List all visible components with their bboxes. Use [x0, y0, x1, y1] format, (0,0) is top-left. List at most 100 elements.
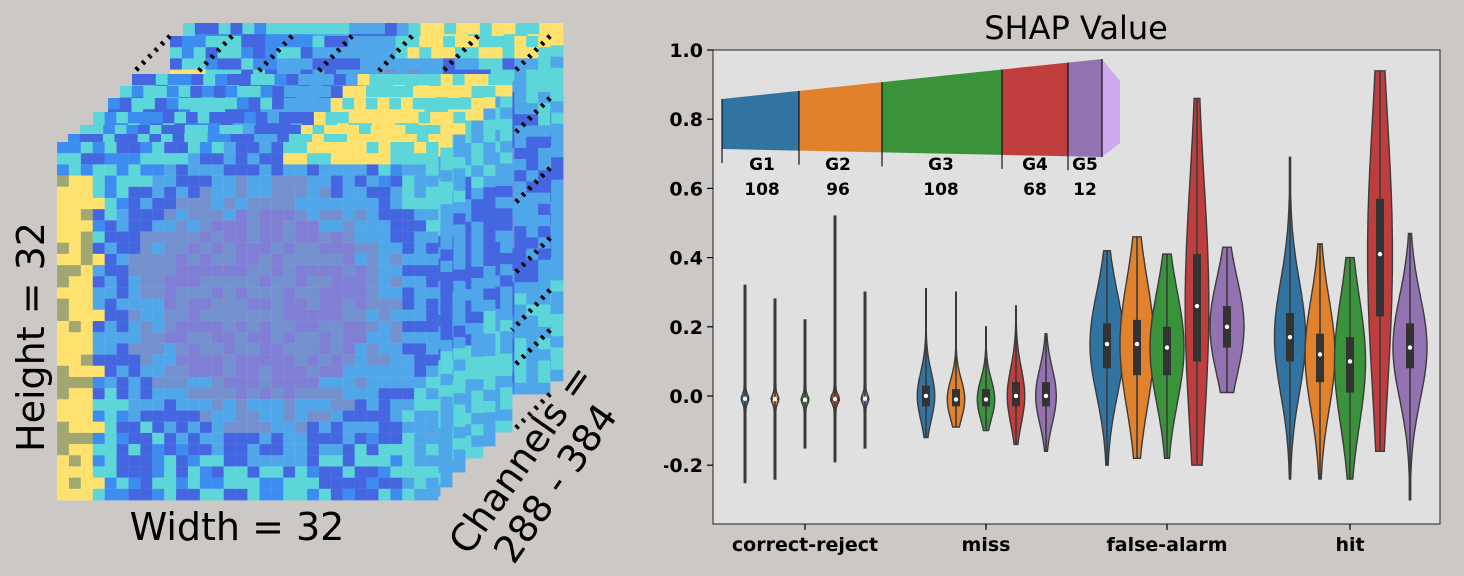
- grid-cell: [419, 58, 432, 70]
- grid-cell: [283, 444, 296, 456]
- grid-cell: [128, 309, 141, 322]
- grid-cell: [318, 399, 332, 411]
- grid-cell: [428, 125, 441, 137]
- grid-cell: [176, 220, 189, 232]
- grid-cell: [366, 298, 379, 311]
- grid-cell: [414, 253, 427, 266]
- grid-cell: [68, 186, 82, 199]
- grid-cell: [307, 444, 320, 456]
- grid-cell: [80, 220, 94, 232]
- violin: [976, 326, 996, 432]
- grid-cell: [223, 421, 236, 434]
- grid-cell: [390, 153, 403, 165]
- grid-cell: [366, 231, 379, 244]
- grid-cell: [164, 220, 177, 232]
- grid-cell: [295, 153, 308, 165]
- grid-cell: [211, 242, 225, 255]
- grid-cell: [372, 112, 385, 124]
- grid-cell: [453, 393, 466, 405]
- grid-cell: [116, 376, 129, 389]
- grid-cell: [538, 103, 551, 115]
- grid-cell: [104, 376, 117, 389]
- grid-cell: [271, 186, 284, 199]
- grid-cell: [382, 125, 395, 137]
- grid-cell: [414, 175, 427, 188]
- grid-cell: [140, 321, 153, 333]
- grid-cell: [402, 197, 415, 210]
- grid-cell: [248, 98, 261, 110]
- grid-cell: [57, 399, 70, 411]
- grid-cell: [514, 170, 527, 182]
- grid-cell: [500, 152, 513, 164]
- grid-cell: [187, 343, 201, 355]
- grid-cell: [360, 36, 373, 48]
- grid-cell: [526, 304, 539, 317]
- grid-cell: [459, 176, 472, 189]
- grid-cell: [187, 354, 201, 367]
- grid-cell: [283, 276, 296, 288]
- grid-cell: [283, 410, 296, 423]
- grid-cell: [229, 58, 242, 70]
- grid-cell: [402, 287, 415, 300]
- grid-cell: [414, 343, 427, 355]
- grid-cell: [176, 421, 189, 434]
- grid-cell: [365, 98, 378, 110]
- grid-cell: [453, 213, 466, 225]
- grid-cell: [247, 231, 260, 244]
- grid-cell: [526, 192, 539, 205]
- grid-cell: [538, 181, 551, 194]
- grid-cell: [514, 282, 527, 294]
- grid-cell: [116, 321, 129, 333]
- grid-cell: [393, 134, 406, 146]
- grid-cell: [342, 265, 356, 277]
- grid-cell: [283, 455, 296, 467]
- grid-cell: [140, 376, 153, 389]
- grid-cell: [453, 404, 466, 417]
- grid-cell: [283, 309, 296, 322]
- grid-cell: [366, 164, 379, 176]
- grid-cell: [104, 432, 117, 445]
- grid-cell: [247, 321, 260, 333]
- grid-cell: [319, 86, 332, 98]
- grid-cell: [471, 210, 484, 223]
- grid-cell: [248, 86, 262, 98]
- grid-cell: [247, 432, 260, 445]
- grid-cell: [342, 388, 356, 400]
- grid-cell: [390, 298, 403, 311]
- grid-cell: [324, 58, 337, 70]
- grid-cell: [91, 134, 104, 146]
- grid-cell: [211, 231, 225, 244]
- grid-cell: [390, 376, 403, 389]
- grid-cell: [453, 168, 466, 180]
- grid-cell: [349, 23, 362, 35]
- grid-cell: [500, 364, 513, 377]
- grid-cell: [283, 253, 296, 266]
- grid-cell: [307, 455, 320, 467]
- grid-cell: [68, 488, 82, 501]
- grid-cell: [402, 186, 415, 199]
- grid-cell: [283, 488, 296, 501]
- grid-cell: [354, 343, 367, 355]
- grid-cell: [514, 69, 527, 82]
- channel-layers: [56, 23, 564, 501]
- grid-cell: [152, 175, 165, 188]
- grid-cell: [272, 98, 285, 110]
- grid-cell: [440, 74, 454, 86]
- y-tick-label: 0.4: [669, 248, 703, 270]
- grid-cell: [199, 164, 213, 176]
- grid-cell: [414, 455, 427, 467]
- grid-cell: [378, 321, 391, 333]
- grid-cell: [223, 466, 236, 479]
- grid-cell: [223, 298, 236, 311]
- grid-cell: [178, 98, 191, 110]
- grid-cell: [283, 343, 296, 355]
- grid-cell: [414, 399, 427, 411]
- grid-cell: [551, 90, 564, 102]
- grid-cell: [551, 190, 564, 203]
- grid-cell: [483, 333, 496, 346]
- grid-cell: [140, 153, 153, 165]
- grid-cell: [57, 153, 70, 165]
- grid-cell: [307, 98, 320, 110]
- y-tick-label: 0.8: [669, 109, 703, 131]
